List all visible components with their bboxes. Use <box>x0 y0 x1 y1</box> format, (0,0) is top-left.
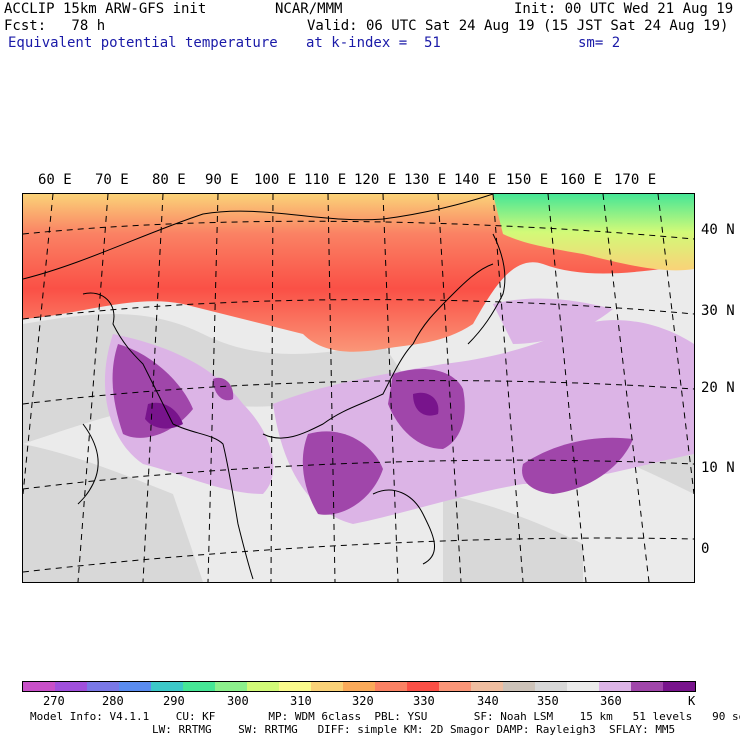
graticule <box>23 194 694 582</box>
colorbar-swatch <box>567 682 599 691</box>
colorbar-swatch <box>503 682 535 691</box>
colorbar-swatch <box>215 682 247 691</box>
smoothing: sm= 2 <box>578 35 621 51</box>
colorbar-swatch <box>151 682 183 691</box>
colorbar-tick: 330 <box>413 694 435 708</box>
colorbar-tick: 360 <box>600 694 622 708</box>
longitude-label: 80 E <box>152 172 186 188</box>
colorbar-tick: 320 <box>352 694 374 708</box>
center-label: NCAR/MMM <box>275 1 343 17</box>
colorbar-tick: 290 <box>163 694 185 708</box>
model-title: ACCLIP 15km ARW-GFS init <box>4 1 207 17</box>
longitude-label: 160 E <box>560 172 603 188</box>
colorbar <box>22 681 696 692</box>
longitude-label: 60 E <box>38 172 72 188</box>
latitude-label: 0 <box>701 541 710 557</box>
physics-info: LW: RRTMG SW: RRTMG DIFF: simple KM: 2D … <box>152 723 676 736</box>
longitude-label: 150 E <box>506 172 549 188</box>
colorbar-swatch <box>119 682 151 691</box>
colorbar-swatch <box>375 682 407 691</box>
colorbar-swatch <box>311 682 343 691</box>
colorbar-swatch <box>535 682 567 691</box>
colorbar-tick: 270 <box>43 694 65 708</box>
colorbar-swatch <box>631 682 663 691</box>
coastlines <box>23 194 506 580</box>
colorbar-swatch <box>247 682 279 691</box>
colorbar-swatch <box>471 682 503 691</box>
colorbar-swatch <box>279 682 311 691</box>
longitude-label: 120 E <box>354 172 397 188</box>
forecast-hour: Fcst: 78 h <box>4 18 106 34</box>
longitude-label: 170 E <box>614 172 657 188</box>
colorbar-swatch <box>343 682 375 691</box>
colorbar-tick: 300 <box>227 694 249 708</box>
latitude-label: 30 N <box>701 303 735 319</box>
longitude-label: 140 E <box>454 172 497 188</box>
longitude-label: 100 E <box>254 172 297 188</box>
colorbar-swatch <box>663 682 695 691</box>
field-name: Equivalent potential temperature <box>8 35 278 51</box>
colorbar-swatch <box>23 682 55 691</box>
peak-regions <box>145 392 439 429</box>
init-time: Init: 00 UTC Wed 21 Aug 19 <box>514 1 734 17</box>
longitude-label: 70 E <box>95 172 129 188</box>
colorbar-swatch <box>183 682 215 691</box>
model-info: Model Info: V4.1.1 CU: KF MP: WDM 6class… <box>30 710 740 723</box>
colorbar-tick: 350 <box>537 694 559 708</box>
latitude-label: 20 N <box>701 380 735 396</box>
colorbar-swatch <box>87 682 119 691</box>
map-panel <box>22 193 695 583</box>
colorbar-swatch <box>599 682 631 691</box>
cool-region <box>493 194 694 271</box>
colorbar-tick: 280 <box>102 694 124 708</box>
colorbar-tick: 340 <box>477 694 499 708</box>
colorbar-tick: 310 <box>290 694 312 708</box>
colorbar-swatch <box>439 682 471 691</box>
colorbar-swatch <box>407 682 439 691</box>
colorbar-unit: K <box>688 694 696 708</box>
colorbar-swatch <box>55 682 87 691</box>
valid-time: Valid: 06 UTC Sat 24 Aug 19 (15 JST Sat … <box>307 18 729 34</box>
longitude-label: 90 E <box>205 172 239 188</box>
longitude-label: 130 E <box>404 172 447 188</box>
level-index: at k-index = 51 <box>306 35 441 51</box>
longitude-label: 110 E <box>304 172 347 188</box>
latitude-label: 40 N <box>701 222 735 238</box>
latitude-label: 10 N <box>701 460 735 476</box>
